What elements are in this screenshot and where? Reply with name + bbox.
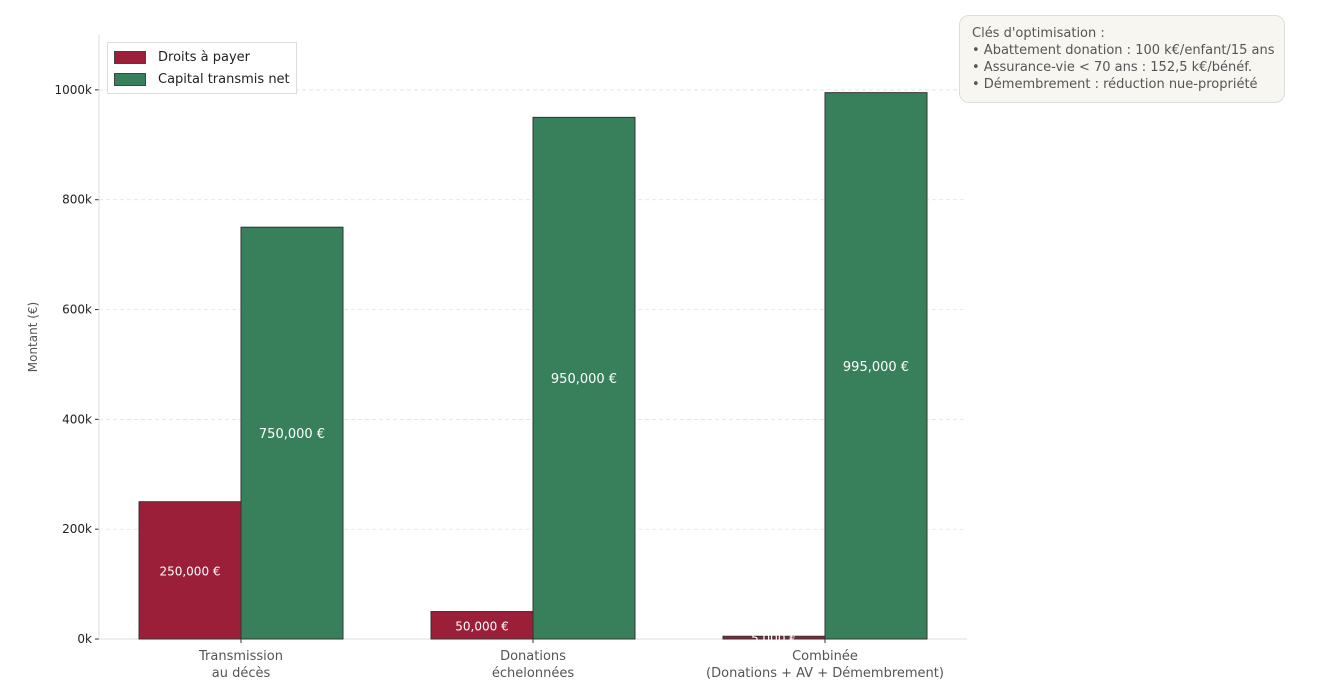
- legend-swatch: [114, 72, 146, 86]
- bar-capital: [240, 226, 344, 640]
- optimisation-note: Clés d'optimisation : • Abattement donat…: [959, 15, 1285, 103]
- y-tick-label: 1000k: [55, 83, 93, 97]
- bar-capital: [824, 92, 928, 640]
- legend-item-droits: Droits à payer: [114, 46, 290, 68]
- y-tick-label: 400k: [62, 412, 92, 426]
- note-line: • Démembrement : réduction nue-propriété: [972, 77, 1258, 92]
- bar-value-label: 250,000 €: [159, 564, 220, 578]
- legend-label: Droits à payer: [158, 49, 250, 65]
- legend-label: Capital transmis net: [158, 71, 290, 87]
- x-tick-label: au décès: [212, 666, 271, 681]
- bar-value-label: 995,000 €: [843, 360, 909, 375]
- bar-value-label: 750,000 €: [259, 427, 325, 442]
- x-tick-label: (Donations + AV + Démembrement): [706, 666, 944, 681]
- bar-value-label: 950,000 €: [551, 372, 617, 387]
- y-tick-label: 200k: [62, 522, 92, 536]
- bar-value-label: 5,000 €: [751, 632, 797, 646]
- legend: Droits à payer Capital transmis net: [107, 42, 297, 94]
- note-title: Clés d'optimisation :: [972, 26, 1105, 41]
- y-tick-label: 800k: [62, 193, 92, 207]
- x-tick-label: Combinée: [792, 649, 858, 664]
- bar-capital: [532, 116, 636, 640]
- bar-droits: [138, 501, 242, 640]
- note-line: • Abattement donation : 100 k€/enfant/15…: [972, 43, 1275, 58]
- note-line: • Assurance-vie < 70 ans : 152,5 k€/béné…: [972, 60, 1253, 75]
- bar-value-label: 50,000 €: [455, 619, 508, 633]
- x-tick-label: Donations: [500, 649, 566, 664]
- y-tick-label: 600k: [62, 303, 92, 317]
- legend-swatch: [114, 50, 146, 64]
- y-axis-label: Montant (€): [26, 302, 40, 372]
- x-tick-label: Transmission: [198, 649, 283, 664]
- legend-item-capital: Capital transmis net: [114, 68, 290, 90]
- y-tick-label: 0k: [77, 632, 92, 646]
- x-tick-label: échelonnées: [492, 666, 574, 681]
